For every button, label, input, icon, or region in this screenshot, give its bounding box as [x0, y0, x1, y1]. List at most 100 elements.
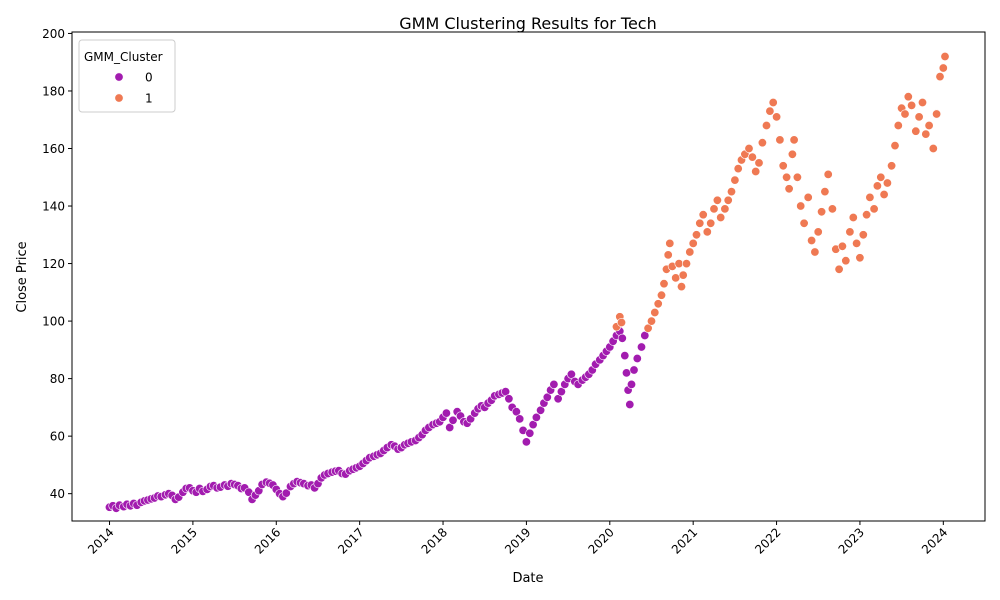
data-point-cluster-1 — [900, 109, 910, 119]
data-point-cluster-1 — [917, 98, 927, 108]
data-point-cluster-1 — [712, 195, 722, 205]
data-point-cluster-1 — [911, 126, 921, 136]
y-axis: 40 60 80 100 120 140 160 180 200 — [42, 27, 72, 501]
y-tick-label: 160 — [42, 142, 65, 156]
data-point-cluster-1 — [733, 164, 743, 174]
y-tick-label: 120 — [42, 257, 65, 271]
y-tick-label: 200 — [42, 27, 65, 41]
data-point-cluster-1 — [702, 227, 712, 237]
data-point-cluster-1 — [643, 323, 653, 333]
data-point-cluster-1 — [893, 121, 903, 131]
y-tick-label: 40 — [50, 487, 65, 501]
plot-frame — [71, 31, 986, 522]
data-point-cluster-0 — [521, 437, 531, 447]
data-point-cluster-1 — [789, 135, 799, 145]
data-point-cluster-1 — [817, 207, 827, 217]
x-tick-label: 2024 — [919, 525, 950, 556]
x-tick-label: 2020 — [585, 525, 616, 556]
data-point-cluster-1 — [674, 259, 684, 269]
y-tick-label: 100 — [42, 315, 65, 329]
data-point-cluster-1 — [723, 195, 733, 205]
data-point-cluster-1 — [744, 144, 754, 154]
plot-area — [105, 51, 950, 513]
data-point-cluster-0 — [620, 351, 630, 361]
x-tick-label: 2023 — [836, 525, 867, 556]
data-point-cluster-1 — [914, 112, 924, 122]
data-point-cluster-0 — [504, 394, 514, 404]
data-point-cluster-0 — [629, 365, 639, 375]
data-point-cluster-1 — [709, 204, 719, 214]
data-point-cluster-1 — [841, 256, 851, 266]
data-point-cluster-1 — [782, 172, 792, 182]
y-tick-label: 60 — [50, 430, 65, 444]
data-point-cluster-0 — [448, 415, 458, 425]
data-point-cluster-1 — [650, 307, 660, 317]
data-point-cluster-1 — [862, 210, 872, 220]
data-point-cluster-0 — [617, 333, 627, 343]
data-point-cluster-1 — [907, 100, 917, 110]
data-point-cluster-0 — [525, 428, 535, 438]
x-tick-label: 2016 — [252, 525, 283, 556]
data-point-cluster-1 — [879, 190, 889, 200]
data-point-cluster-1 — [765, 106, 775, 116]
data-point-cluster-1 — [778, 161, 788, 171]
data-point-cluster-1 — [706, 218, 716, 228]
data-point-cluster-1 — [676, 282, 686, 292]
y-tick-label: 80 — [50, 372, 65, 386]
data-point-cluster-1 — [653, 299, 663, 309]
data-point-cluster-1 — [827, 204, 837, 214]
x-tick-label: 2019 — [502, 525, 533, 556]
data-point-cluster-1 — [803, 192, 813, 202]
data-point-cluster-0 — [636, 342, 646, 352]
y-axis-label: Close Price — [15, 241, 30, 312]
data-point-cluster-1 — [691, 230, 701, 240]
x-tick-label: 2021 — [669, 525, 700, 556]
data-point-cluster-0 — [515, 414, 525, 424]
data-point-cluster-0 — [531, 412, 541, 422]
legend-label-cluster-0: 0 — [145, 71, 153, 85]
data-point-cluster-1 — [855, 253, 865, 263]
data-point-cluster-1 — [730, 175, 740, 185]
legend-marker-cluster-0 — [114, 72, 124, 82]
data-point-cluster-1 — [720, 204, 730, 214]
chart-title: GMM Clustering Results for Tech — [399, 14, 657, 33]
data-point-cluster-1 — [772, 112, 782, 122]
legend-label-cluster-1: 1 — [145, 92, 153, 106]
data-point-cluster-1 — [799, 218, 809, 228]
data-point-cluster-1 — [935, 72, 945, 82]
data-point-cluster-1 — [787, 149, 797, 159]
data-point-cluster-1 — [784, 184, 794, 194]
data-point-cluster-1 — [837, 241, 847, 251]
data-point-cluster-0 — [556, 387, 566, 397]
data-point-cluster-0 — [281, 488, 291, 498]
data-point-cluster-1 — [848, 213, 858, 223]
data-point-cluster-1 — [938, 63, 948, 73]
data-point-cluster-1 — [807, 236, 817, 246]
data-point-cluster-1 — [678, 270, 688, 280]
data-point-cluster-1 — [761, 121, 771, 131]
data-point-cluster-1 — [747, 152, 757, 162]
y-tick-label: 180 — [42, 84, 65, 98]
data-point-cluster-1 — [887, 161, 897, 171]
data-point-cluster-1 — [768, 98, 778, 108]
x-tick-label: 2022 — [752, 525, 783, 556]
data-point-cluster-1 — [921, 129, 931, 139]
data-point-cluster-1 — [872, 181, 882, 191]
data-point-cluster-1 — [663, 250, 673, 260]
data-point-cluster-1 — [869, 204, 879, 214]
data-point-cluster-1 — [932, 109, 942, 119]
data-point-cluster-1 — [928, 144, 938, 154]
legend-frame — [78, 39, 176, 113]
data-point-cluster-1 — [751, 167, 761, 177]
data-point-cluster-0 — [549, 379, 559, 389]
data-point-cluster-1 — [823, 169, 833, 179]
data-point-cluster-0 — [441, 408, 451, 418]
data-point-cluster-1 — [834, 264, 844, 274]
data-point-cluster-1 — [813, 227, 823, 237]
data-point-cluster-1 — [665, 238, 675, 248]
data-point-cluster-1 — [924, 121, 934, 131]
data-point-cluster-1 — [865, 192, 875, 202]
data-point-cluster-1 — [671, 273, 681, 283]
data-point-cluster-1 — [659, 279, 669, 289]
data-point-cluster-1 — [726, 187, 736, 197]
